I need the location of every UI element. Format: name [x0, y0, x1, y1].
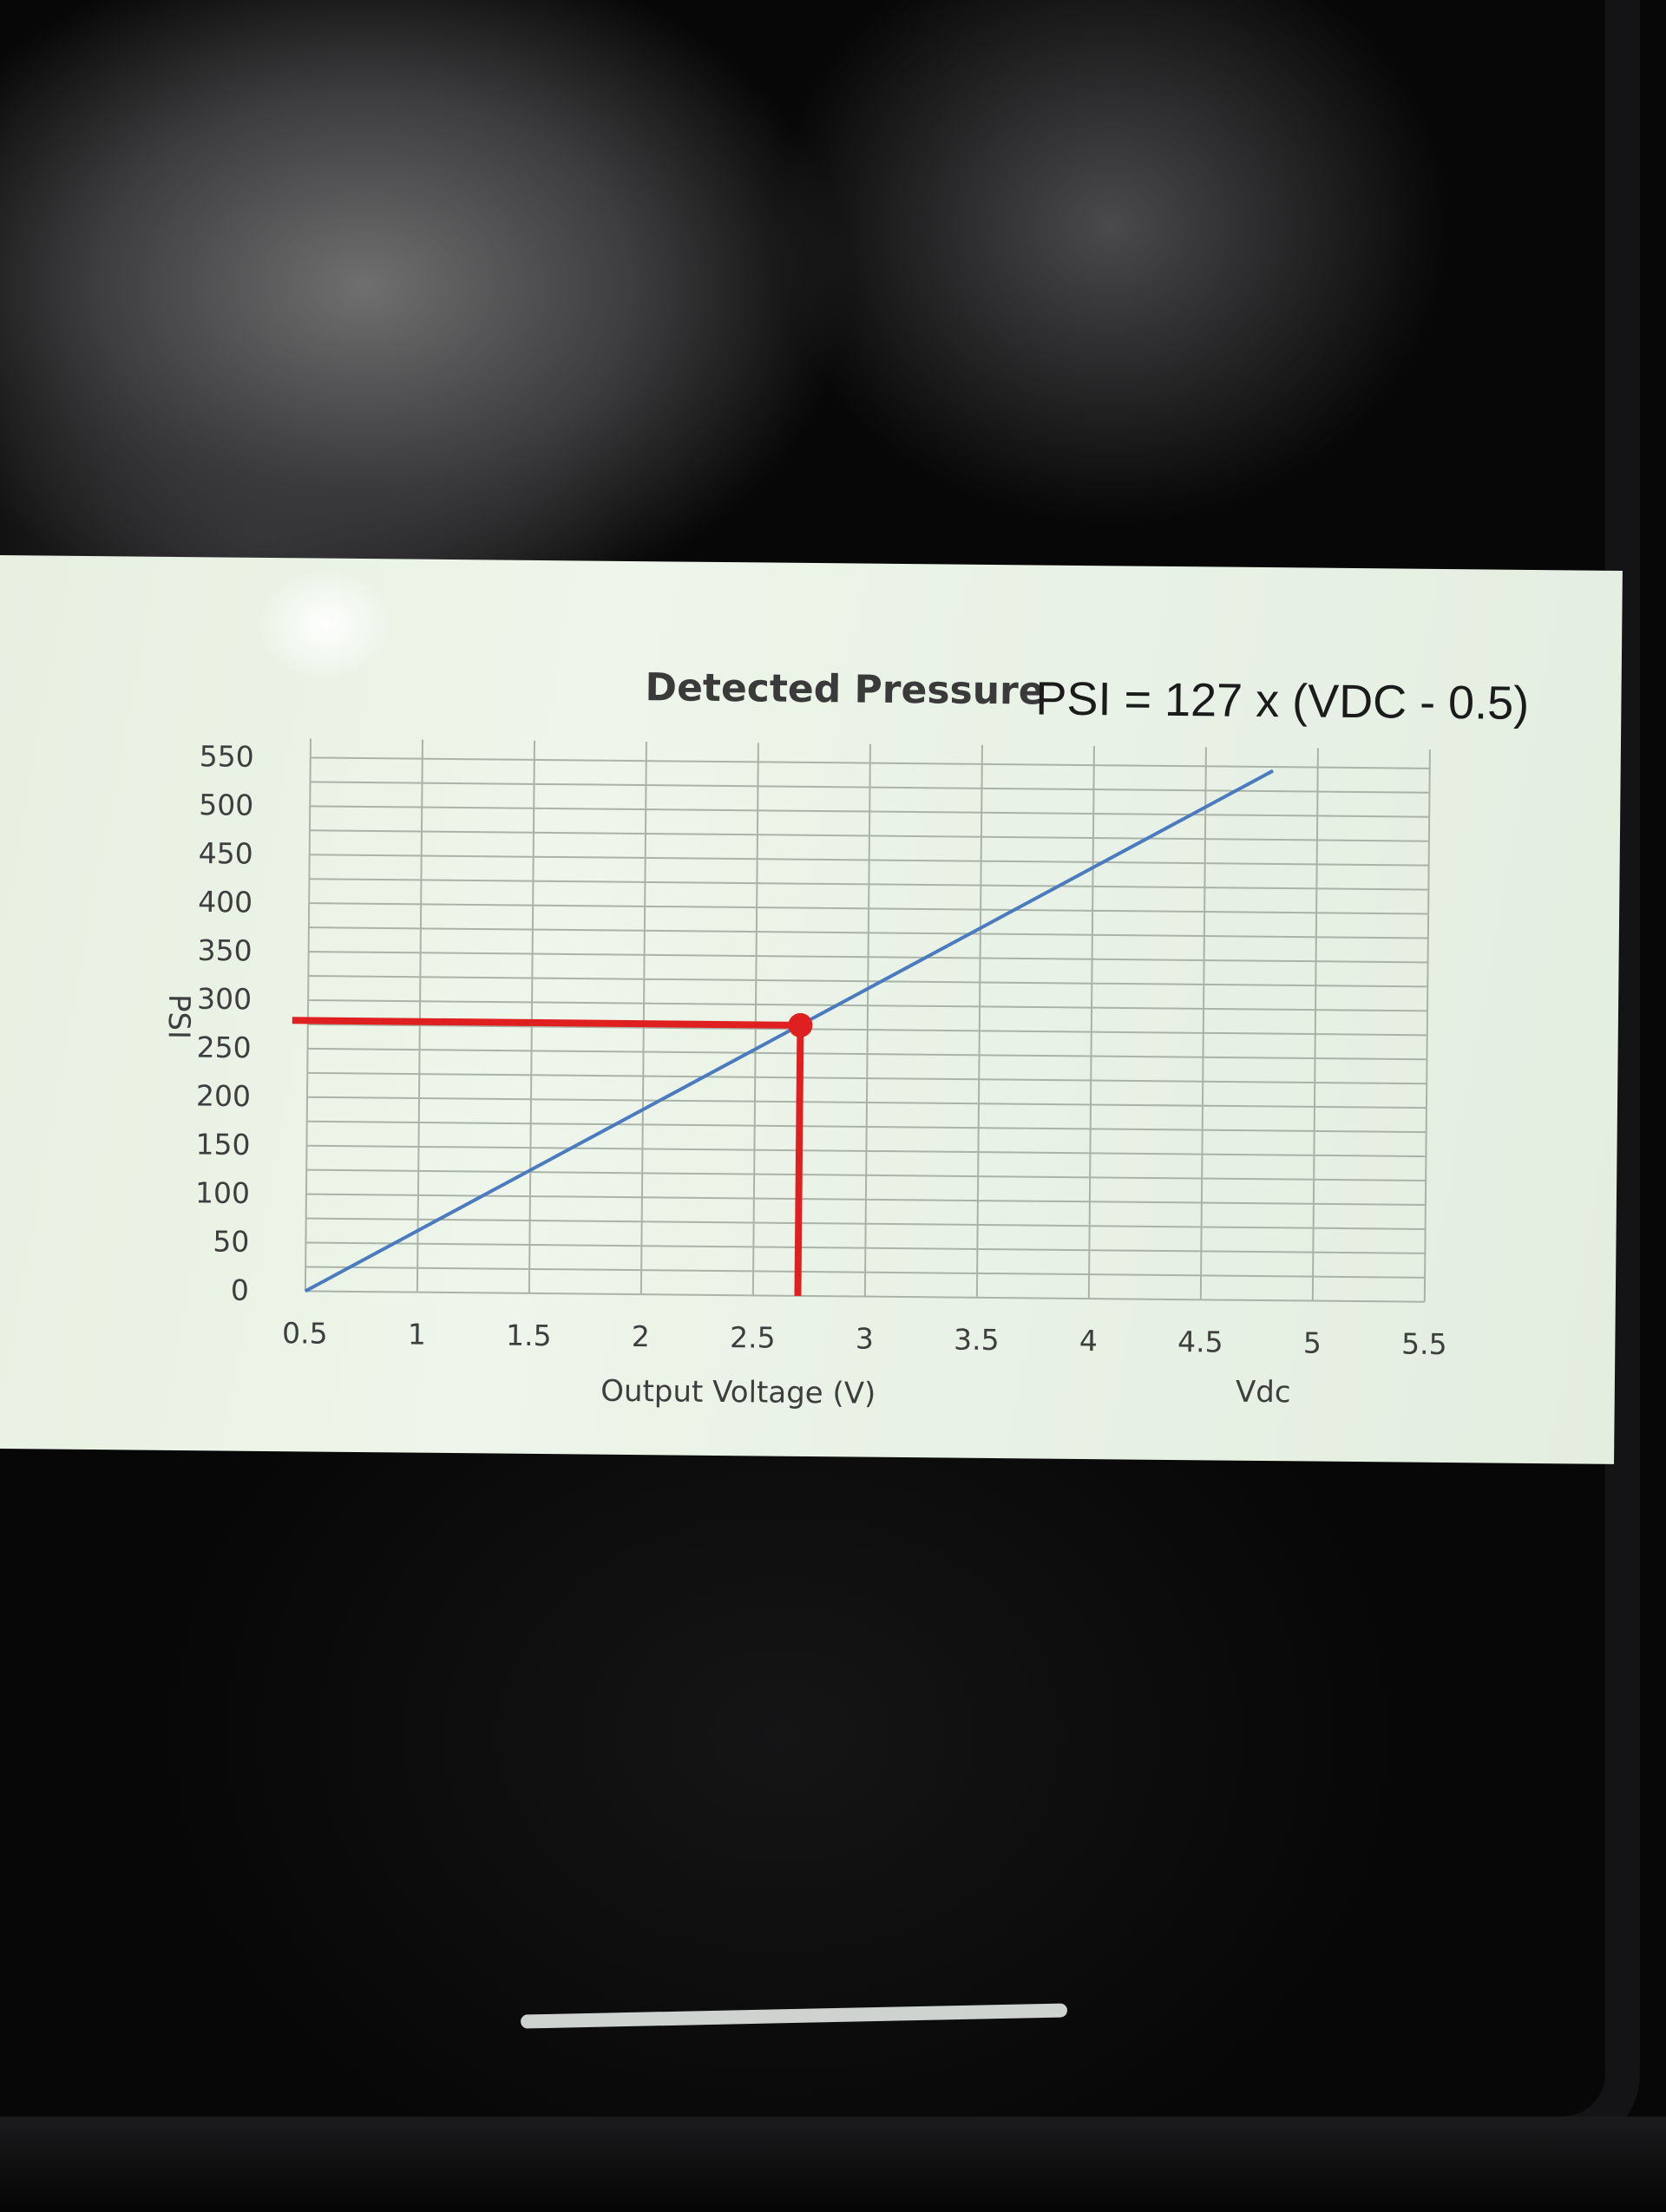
highlight-horizontal-line — [292, 1017, 801, 1029]
grid-line-horizontal — [309, 854, 1429, 867]
x-tick-label: 3.5 — [954, 1323, 1000, 1358]
grid-line-horizontal — [306, 1144, 1427, 1158]
x-tick-label: 2.5 — [730, 1320, 776, 1355]
y-tick-label: 400 — [198, 885, 253, 919]
x-tick-label: 1.5 — [506, 1319, 552, 1353]
y-tick-label: 0 — [231, 1273, 249, 1307]
grid-line-vertical — [640, 742, 647, 1295]
highlight-point — [788, 1012, 813, 1037]
grid-line-vertical — [304, 738, 312, 1292]
y-tick-label: 500 — [199, 788, 253, 822]
x-axis-ticks: 0.5 1 1.5 2 2.5 3 3.5 4 4.5 5 5.5 — [282, 1316, 1447, 1361]
series-layer — [304, 769, 1275, 1293]
grid-line-horizontal — [308, 951, 1428, 964]
grid-line-vertical — [1311, 748, 1319, 1301]
y-tick-label: 100 — [195, 1175, 250, 1210]
grid-line-vertical — [1087, 746, 1095, 1299]
x-tick-label: 0.5 — [282, 1316, 328, 1351]
y-tick-label: 350 — [197, 933, 252, 968]
grid-line-horizontal — [306, 1120, 1427, 1134]
grid-line-vertical — [975, 744, 983, 1298]
x-tick-label: 1 — [408, 1318, 426, 1351]
chart-formula: PSI = 127 x (VDC - 0.5) — [1035, 672, 1529, 729]
series-line — [304, 769, 1275, 1293]
grid-line-horizontal — [309, 878, 1429, 891]
pressure-chart: Detected Pressure PSI = 127 x (VDC - 0.5… — [161, 665, 1530, 1411]
y-axis-ticks: 0 50 100 150 200 250 300 350 400 450 500 550 — [195, 739, 254, 1307]
grid-line-horizontal — [310, 756, 1430, 769]
highlight-vertical-line — [794, 1024, 804, 1296]
grid-line-horizontal — [310, 781, 1430, 794]
y-tick-label: 150 — [195, 1127, 250, 1162]
grid-line-horizontal — [308, 975, 1428, 988]
grid-line-horizontal — [307, 1047, 1427, 1061]
grid-line-vertical — [1199, 747, 1207, 1300]
x-tick-label: 5 — [1303, 1325, 1322, 1359]
grid-line-horizontal — [305, 1241, 1426, 1254]
grid-line-horizontal — [308, 998, 1428, 1012]
chart-screen: Detected Pressure PSI = 127 x (VDC - 0.5… — [0, 555, 1623, 1464]
y-tick-label: 550 — [200, 739, 254, 774]
grid-line-horizontal — [309, 829, 1429, 842]
grid-line-vertical — [863, 743, 871, 1297]
y-tick-label: 50 — [213, 1224, 249, 1258]
x-axis-title: Output Voltage (V) — [600, 1374, 876, 1411]
y-tick-label: 200 — [196, 1079, 251, 1114]
grid-line-horizontal — [305, 1266, 1426, 1279]
chart-grid — [304, 738, 1431, 1303]
x-axis-unit-label: Vdc — [1236, 1375, 1291, 1410]
x-tick-label: 2 — [632, 1319, 650, 1353]
grid-line-vertical — [528, 740, 535, 1293]
x-tick-label: 4.5 — [1177, 1325, 1223, 1359]
grid-line-horizontal — [305, 1193, 1426, 1206]
grid-line-horizontal — [307, 1023, 1427, 1037]
grid-line-horizontal — [309, 902, 1429, 915]
y-tick-label: 250 — [196, 1031, 251, 1065]
device-bottom-bezel — [0, 2117, 1666, 2212]
grid-line-horizontal — [307, 1071, 1427, 1085]
grid-line-horizontal — [307, 1096, 1427, 1109]
grid-line-horizontal — [306, 1168, 1427, 1182]
grid-line-vertical — [751, 743, 759, 1296]
highlight-layer — [292, 1012, 813, 1296]
grid-line-vertical — [416, 739, 423, 1293]
y-tick-label: 300 — [197, 982, 252, 1017]
x-tick-label: 5.5 — [1401, 1327, 1447, 1362]
grid-line-vertical — [1423, 749, 1431, 1302]
grid-line-horizontal — [305, 1217, 1426, 1230]
grid-line-horizontal — [308, 926, 1428, 939]
x-tick-label: 3 — [856, 1322, 874, 1356]
y-axis-title: PSI — [161, 994, 196, 1040]
y-tick-label: 450 — [199, 836, 253, 871]
grid-line-horizontal — [310, 805, 1430, 818]
grid-line-horizontal — [305, 1290, 1425, 1303]
x-tick-label: 4 — [1079, 1324, 1098, 1358]
chart-title: Detected Pressure — [645, 665, 1045, 713]
